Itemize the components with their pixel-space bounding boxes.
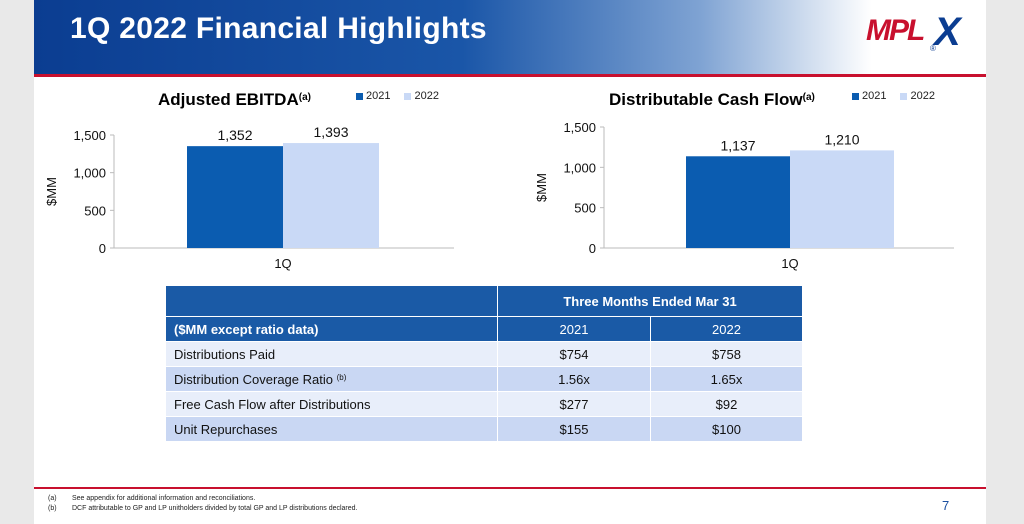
table-row: Free Cash Flow after Distributions $277 … — [165, 391, 803, 417]
row-label: Free Cash Flow after Distributions — [165, 391, 498, 417]
year-header-2021: 2021 — [497, 316, 651, 342]
data-label-2022: 1,210 — [824, 131, 859, 147]
table-row: Distributions Paid $754 $758 — [165, 341, 803, 367]
data-label-2021: 1,352 — [217, 127, 252, 143]
y-tick-label: 0 — [589, 241, 596, 256]
y-axis-label: $MM — [44, 177, 59, 206]
bar-2021 — [187, 146, 283, 248]
table-header-blank — [165, 285, 498, 317]
page-number: 7 — [942, 498, 950, 513]
header-divider — [34, 74, 986, 77]
y-tick-label: 1,500 — [73, 128, 106, 143]
logo-text: MPL — [866, 14, 925, 47]
table-header-row: Three Months Ended Mar 31 — [165, 285, 803, 317]
legend-dcf: 2021 2022 — [852, 90, 949, 102]
financial-table: Three Months Ended Mar 31 ($MM except ra… — [165, 285, 803, 442]
y-tick-label: 1,500 — [563, 120, 596, 135]
legend-swatch-2022 — [404, 92, 412, 100]
footer-divider — [34, 487, 986, 489]
chart-title-dcf: Distributable Cash Flow(a) — [609, 90, 815, 109]
legend-swatch-2022 — [900, 92, 908, 100]
row-value-2022: $758 — [650, 341, 803, 367]
footnote-b: (b) DCF attributable to GP and LP unithol… — [48, 505, 358, 512]
page-title: 1Q 2022 Financial Highlights — [70, 12, 487, 45]
x-tick-label: 1Q — [274, 256, 291, 271]
legend-swatch-2021 — [356, 92, 363, 100]
chart-title-ebitda: Adjusted EBITDA(a) — [158, 90, 311, 109]
row-value-2021: $754 — [497, 341, 651, 367]
legend-swatch-2021 — [852, 92, 859, 100]
y-axis-label: $MM — [534, 173, 549, 202]
label-header: ($MM except ratio data) — [165, 316, 498, 342]
row-footnote-ref: (b) — [336, 372, 347, 382]
legend-item-2022: 2022 — [404, 90, 439, 102]
row-value-2022: $92 — [650, 391, 803, 417]
slide: 1Q 2022 Financial Highlights MPL X ® Adj… — [34, 0, 986, 524]
footnotes: (a) See appendix for additional informati… — [48, 494, 358, 514]
logo-registered-mark: ® — [930, 44, 936, 53]
chart-ebitda: 0 500 1,000 1,500 $MM 1,352 1,393 1Q — [44, 124, 454, 271]
row-value-2021: $277 — [497, 391, 651, 417]
year-header-2022: 2022 — [650, 316, 803, 342]
bar-2021 — [686, 156, 790, 248]
y-tick-label: 1,000 — [73, 166, 106, 181]
logo-x: X — [934, 10, 961, 54]
row-value-2022: $100 — [650, 416, 803, 442]
table-row: Distribution Coverage Ratio (b) 1.56x 1.… — [165, 366, 803, 392]
legend-ebitda: 2021 2022 — [356, 90, 453, 102]
table-row: Unit Repurchases $155 $100 — [165, 416, 803, 442]
x-tick-label: 1Q — [781, 256, 798, 271]
y-tick-label: 500 — [574, 201, 596, 216]
row-label: Unit Repurchases — [165, 416, 498, 442]
period-header: Three Months Ended Mar 31 — [497, 285, 803, 317]
row-label: Distribution Coverage Ratio (b) — [165, 366, 498, 392]
table-subheader-row: ($MM except ratio data) 2021 2022 — [165, 316, 803, 342]
data-label-2022: 1,393 — [313, 124, 348, 140]
bar-2022 — [283, 143, 379, 248]
row-value-2021: $155 — [497, 416, 651, 442]
row-label: Distributions Paid — [165, 341, 498, 367]
footnote-a: (a) See appendix for additional informati… — [48, 495, 256, 502]
bar-2022 — [790, 150, 894, 248]
y-tick-label: 0 — [99, 241, 106, 256]
header-banner: 1Q 2022 Financial Highlights MPL X ® — [34, 0, 986, 74]
y-tick-label: 1,000 — [563, 160, 596, 175]
mplx-logo: MPL X ® — [866, 10, 966, 58]
data-label-2021: 1,137 — [720, 137, 755, 153]
legend-item-2021: 2021 — [852, 90, 886, 102]
legend-item-2022: 2022 — [900, 90, 935, 102]
chart-dcf: 0 500 1,000 1,500 $MM 1,137 1,210 1Q — [534, 120, 954, 271]
row-value-2022: 1.65x — [650, 366, 803, 392]
y-tick-label: 500 — [84, 203, 106, 218]
row-value-2021: 1.56x — [497, 366, 651, 392]
legend-item-2021: 2021 — [356, 90, 390, 102]
